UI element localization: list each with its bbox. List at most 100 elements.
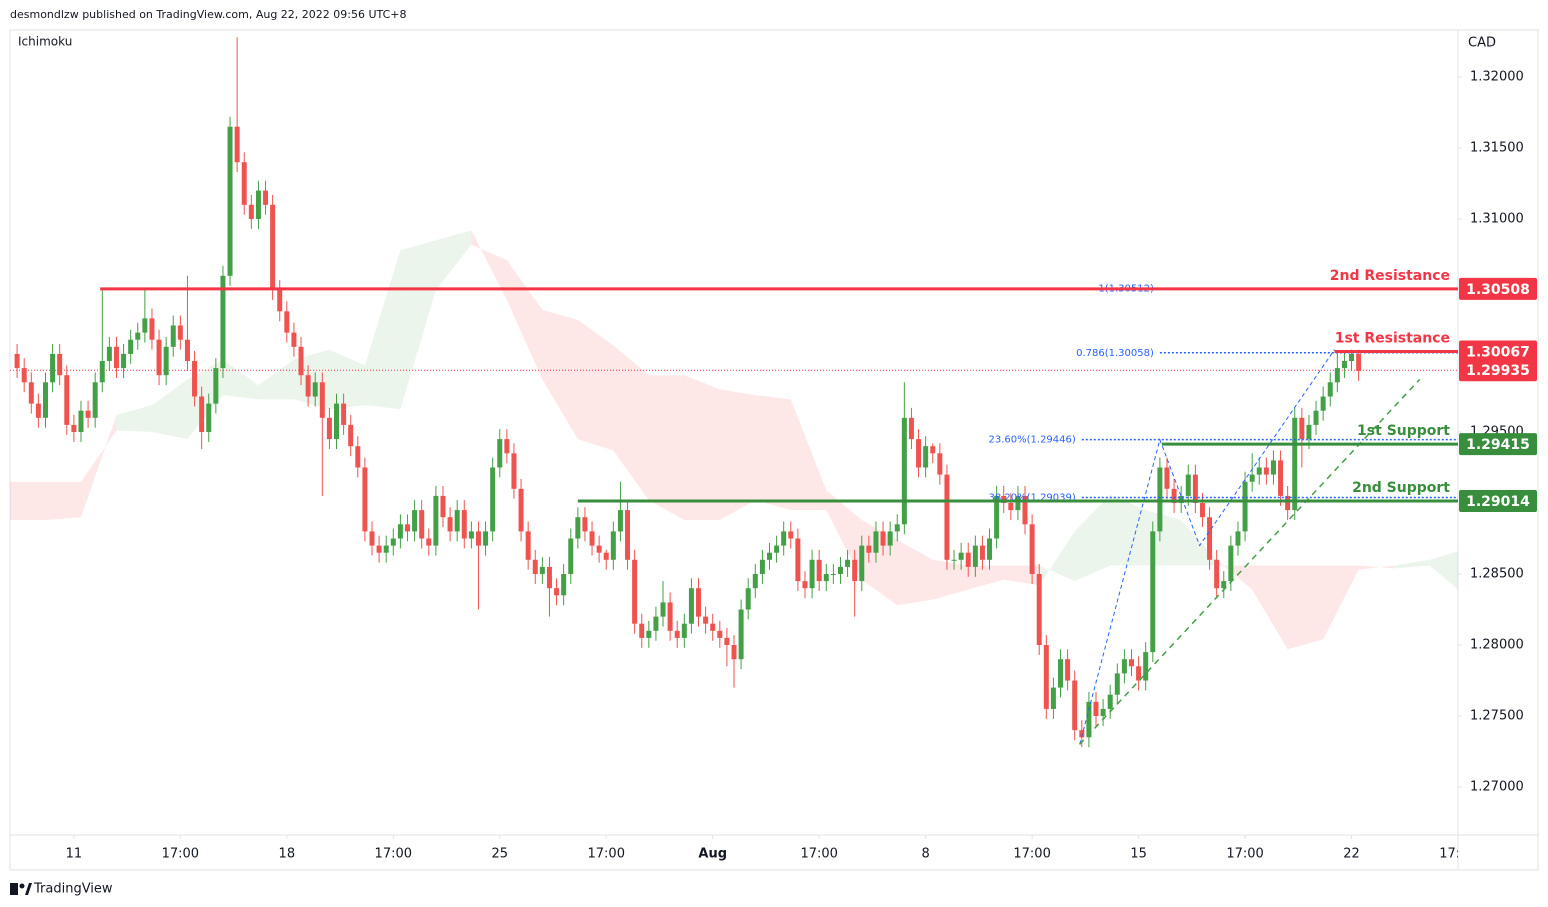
- x-tick-label: 11: [66, 847, 83, 862]
- candle-body: [1058, 659, 1064, 688]
- candle-body: [1164, 467, 1170, 489]
- candle-body: [823, 574, 829, 582]
- candle-body: [1050, 687, 1056, 709]
- logo: [10, 883, 32, 895]
- candle-body: [149, 318, 155, 340]
- candle-body: [617, 510, 623, 532]
- candle-body: [710, 623, 716, 631]
- cloud-segment: [400, 240, 436, 410]
- x-tick-label: 17:00: [375, 847, 412, 862]
- candle-body: [383, 545, 389, 553]
- cloud-segment: [897, 539, 933, 606]
- candle-body: [483, 531, 489, 546]
- candle-body: [880, 531, 886, 546]
- plot: 1(1.30512)0.786(1.30058)23.60%(1.29446)3…: [10, 37, 1458, 748]
- candle-body: [688, 588, 694, 624]
- candle-body: [1228, 545, 1234, 582]
- candle-body: [319, 382, 325, 418]
- cloud-segment: [151, 379, 188, 440]
- cloud-segment: [684, 375, 720, 521]
- candle-body: [582, 517, 588, 532]
- candle-body: [525, 531, 531, 560]
- candle-body: [908, 417, 914, 440]
- cloud-segment: [755, 395, 791, 511]
- cloud-segment: [1394, 559, 1430, 569]
- candle-body: [774, 545, 780, 553]
- candle-body: [50, 353, 56, 383]
- candle-body: [270, 204, 276, 291]
- candle-body: [461, 510, 467, 539]
- candle-body: [199, 396, 205, 433]
- candle-body: [674, 630, 680, 638]
- candle-body: [135, 332, 141, 340]
- candle-body: [21, 368, 27, 383]
- candle-body: [1128, 659, 1134, 667]
- candle-body: [128, 339, 134, 354]
- candle-body: [376, 545, 382, 553]
- candle-body: [1313, 410, 1319, 425]
- candle-body: [1207, 517, 1213, 560]
- candle-body: [1292, 417, 1298, 511]
- y-tick-label: 1.27500: [1470, 709, 1524, 724]
- candle-body: [830, 574, 836, 576]
- candle-body: [57, 353, 63, 376]
- x-tick-label: 17:00: [1013, 847, 1050, 862]
- candle-body: [241, 162, 247, 205]
- candle-body: [596, 545, 602, 553]
- candle-body: [703, 616, 709, 624]
- candle-body: [972, 545, 978, 567]
- candle-body: [1192, 474, 1198, 504]
- candle-body: [610, 531, 616, 560]
- cloud-segment: [1216, 559, 1253, 590]
- candle-body: [1136, 666, 1142, 681]
- fib-path: [1079, 349, 1335, 745]
- candle-body: [1043, 645, 1049, 709]
- cloud-segment: [542, 309, 578, 440]
- cloud-segment: [1287, 565, 1324, 650]
- candle-body: [1036, 574, 1042, 646]
- candle-body: [1015, 495, 1021, 511]
- candle-body: [341, 403, 347, 425]
- cloud-segment: [1358, 565, 1395, 570]
- candle-body: [1199, 503, 1205, 518]
- candle-body: [965, 552, 971, 567]
- cloud-segment: [222, 359, 259, 400]
- x-tick-label: 17:00: [1226, 847, 1263, 862]
- candle-body: [305, 375, 311, 397]
- candle-body: [85, 410, 91, 418]
- candle-body: [447, 517, 453, 532]
- candle-body: [1185, 474, 1191, 496]
- candle-body: [440, 495, 446, 518]
- candle-body: [1327, 382, 1333, 397]
- cloud-segment: [1110, 494, 1146, 566]
- candle-body: [1349, 353, 1355, 362]
- candle-body: [71, 424, 77, 433]
- cloud-segment: [613, 345, 649, 501]
- candle-body: [14, 353, 20, 369]
- candle-body: [1072, 680, 1078, 731]
- candle-body: [113, 346, 119, 369]
- candle-body: [994, 495, 1000, 539]
- cloud-segment: [10, 481, 46, 521]
- candle-body: [1121, 659, 1127, 674]
- candle-body: [951, 559, 957, 561]
- candle-body: [1022, 495, 1028, 525]
- candle-body: [901, 417, 907, 525]
- candle-body: [1278, 460, 1284, 496]
- candle-body: [426, 538, 432, 546]
- candle-body: [284, 311, 290, 333]
- candle-body: [561, 574, 567, 596]
- header-text: desmondlzw published on TradingView.com,…: [10, 8, 407, 21]
- candle-body: [937, 453, 943, 475]
- cloud-segment: [790, 399, 827, 511]
- cloud-segment: [471, 230, 507, 300]
- cloud-segment: [258, 359, 294, 400]
- candle-body: [738, 609, 744, 660]
- cloud-segment: [1429, 551, 1458, 590]
- cloud-segment: [826, 490, 862, 580]
- candle-body: [192, 361, 198, 397]
- y-tick-label: 1.28500: [1470, 567, 1524, 582]
- x-tick-label: 17:00: [588, 847, 625, 862]
- cloud-segment: [577, 319, 614, 451]
